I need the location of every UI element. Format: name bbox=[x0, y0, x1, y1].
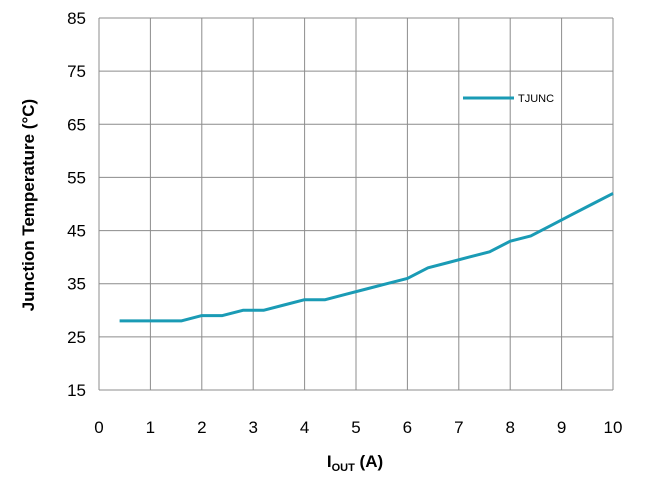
x-tick-label: 7 bbox=[454, 418, 463, 437]
x-tick-label: 8 bbox=[505, 418, 514, 437]
x-axis-title: IOUT (A) bbox=[327, 452, 383, 474]
y-tick-label: 35 bbox=[67, 275, 86, 294]
legend-label-tjunc: TJUNC bbox=[518, 93, 554, 105]
y-tick-label: 65 bbox=[67, 115, 86, 134]
x-tick-label: 9 bbox=[557, 418, 566, 437]
grid bbox=[98, 17, 614, 391]
x-tick-label: 4 bbox=[300, 418, 309, 437]
x-tick-label: 5 bbox=[351, 418, 360, 437]
series-lines bbox=[119, 192, 614, 323]
series-line-tjunc bbox=[119, 192, 614, 323]
x-tick-label: 1 bbox=[146, 418, 155, 437]
x-tick-label: 6 bbox=[403, 418, 412, 437]
x-tick-label: 10 bbox=[604, 418, 623, 437]
y-tick-label: 15 bbox=[67, 381, 86, 400]
y-tick-label: 75 bbox=[67, 62, 86, 81]
y-axis-title: Junction Temperature (°C) bbox=[19, 99, 38, 311]
x-tick-label: 0 bbox=[94, 418, 103, 437]
x-tick-label: 2 bbox=[197, 418, 206, 437]
x-tick-label: 3 bbox=[248, 418, 257, 437]
y-tick-label: 25 bbox=[67, 328, 86, 347]
y-tick-label: 45 bbox=[67, 222, 86, 241]
y-tick-label: 55 bbox=[67, 168, 86, 187]
y-tick-label: 85 bbox=[67, 9, 86, 28]
x-tick-labels: 0 1 2 3 4 5 6 7 8 9 10 bbox=[94, 418, 622, 437]
y-tick-labels: 15 25 35 45 55 65 75 85 bbox=[67, 9, 86, 400]
legend: TJUNC bbox=[463, 93, 554, 105]
